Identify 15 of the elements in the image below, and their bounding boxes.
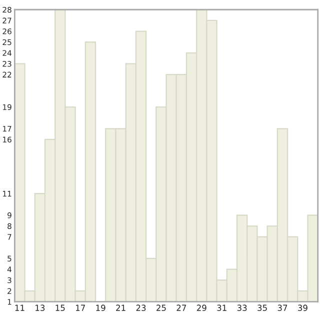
x-tick-label: 13 xyxy=(36,304,45,311)
x-tick-label: 31 xyxy=(217,304,226,311)
x-tick-label: 25 xyxy=(156,304,166,311)
x-tick-label: 35 xyxy=(258,304,267,311)
x-tick-label: 39 xyxy=(298,304,308,311)
x-tick-label: 33 xyxy=(237,304,247,311)
x-tick-label: 19 xyxy=(96,304,106,311)
x-tick-label: 17 xyxy=(76,304,85,311)
x-tick-label: 29 xyxy=(196,304,206,311)
x-tick-label: 11 xyxy=(15,304,24,311)
x-tick-label: 27 xyxy=(176,304,186,311)
x-tick-label: 23 xyxy=(136,304,146,311)
x-tick-label: 21 xyxy=(116,304,126,311)
x-tick-label: 15 xyxy=(56,304,65,311)
x-tick-label: 37 xyxy=(278,304,288,311)
